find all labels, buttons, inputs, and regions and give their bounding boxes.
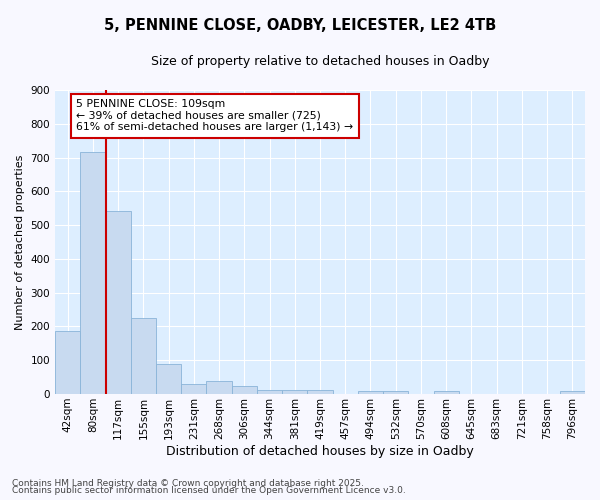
Bar: [358, 392, 383, 394]
Title: Size of property relative to detached houses in Oadby: Size of property relative to detached ho…: [151, 55, 489, 68]
Bar: [257, 390, 282, 394]
Bar: [106, 210, 131, 394]
Bar: [206, 381, 232, 394]
Bar: [307, 390, 332, 394]
Bar: [232, 386, 257, 394]
Text: Contains HM Land Registry data © Crown copyright and database right 2025.: Contains HM Land Registry data © Crown c…: [12, 478, 364, 488]
Bar: [55, 330, 80, 394]
Bar: [282, 390, 307, 394]
Bar: [181, 384, 206, 394]
Bar: [131, 318, 156, 394]
Bar: [80, 152, 106, 394]
Bar: [156, 364, 181, 394]
Text: Contains public sector information licensed under the Open Government Licence v3: Contains public sector information licen…: [12, 486, 406, 495]
Bar: [560, 390, 585, 394]
Bar: [434, 392, 459, 394]
Text: 5 PENNINE CLOSE: 109sqm
← 39% of detached houses are smaller (725)
61% of semi-d: 5 PENNINE CLOSE: 109sqm ← 39% of detache…: [76, 99, 353, 132]
Bar: [383, 390, 409, 394]
Y-axis label: Number of detached properties: Number of detached properties: [15, 154, 25, 330]
Text: 5, PENNINE CLOSE, OADBY, LEICESTER, LE2 4TB: 5, PENNINE CLOSE, OADBY, LEICESTER, LE2 …: [104, 18, 496, 32]
X-axis label: Distribution of detached houses by size in Oadby: Distribution of detached houses by size …: [166, 444, 474, 458]
